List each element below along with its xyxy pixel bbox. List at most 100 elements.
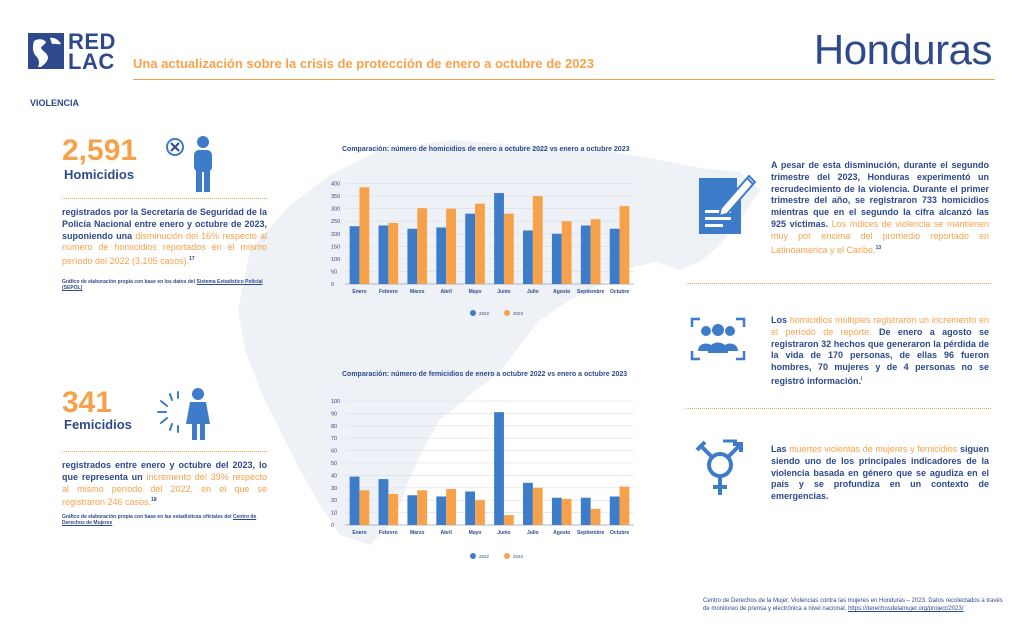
right-block-2-text-b: De enero a agosto se registraron 32 hech…: [771, 326, 989, 386]
x-tick-label: Octubre: [610, 530, 629, 536]
x-tick-label: Junio: [497, 530, 510, 536]
bar-2022-octubre: [609, 496, 620, 525]
x-tick-label: Enero: [352, 530, 366, 536]
header-divider: [133, 79, 995, 80]
femicides-footnote-ref: 18: [151, 497, 157, 504]
y-tick-label: 70: [331, 436, 337, 442]
right-block-2-ref: i: [861, 375, 863, 382]
bar-2023-septiembre: [590, 219, 601, 284]
right-block-2-text-a: Los: [771, 315, 790, 325]
bar-2022-abril: [436, 496, 447, 525]
legend-marker-2023: [504, 310, 510, 316]
femicides-text: registrados entre enero y octubre del 20…: [62, 460, 267, 482]
bar-2022-enero: [349, 226, 360, 284]
right-block-1-highlight: Los índices de violencia se mantienen mu…: [771, 218, 989, 255]
right-block-1: A pesar de esta disminución, durante el …: [771, 160, 989, 256]
x-tick-label: Agosto: [553, 289, 570, 295]
right-block-3-text-b: siguen siendo uno de los principales ind…: [771, 444, 989, 502]
country-title: Honduras: [813, 26, 993, 73]
bar-2023-abril: [446, 489, 456, 525]
bar-2023-agosto: [561, 221, 572, 284]
femicides-number: 341: [62, 386, 113, 419]
y-tick-label: 80: [331, 424, 337, 430]
homicides-divider: [62, 198, 267, 199]
right-block-2-highlight: homicidios múltiples registraron un incr…: [771, 315, 989, 337]
femicides-chart: 0 10 20 30 40 50 60 70 80 90 100 Enero Febrero Marzo A…: [331, 399, 634, 559]
bar-2022-julio: [523, 482, 533, 525]
legend-marker-2022: [470, 310, 476, 316]
right-block-3-highlight: muertes violentas de mujeres y femicidio…: [789, 444, 958, 454]
footnote-link[interactable]: https://derechosdelamujer.org/project/20…: [848, 606, 964, 612]
logo-text-red: RED: [68, 29, 116, 54]
gender-symbol-icon: [695, 439, 743, 495]
x-tick-label: Julio: [527, 289, 539, 295]
woman-icon: [157, 388, 210, 440]
homicides-chart: 0 50 100 150 200 250 300 350 400 Enero Febrero Marz…: [331, 182, 634, 316]
femicides-label: Femicidios: [64, 417, 132, 432]
right-block-3: Las muertes violentas de mujeres y femic…: [771, 444, 989, 503]
right-divider-1: [686, 283, 991, 284]
femicides-chart-title: Comparación: número de femicidios de ene…: [342, 371, 628, 378]
x-tick-label: Febrero: [379, 289, 398, 295]
x-tick-label: Abril: [440, 289, 452, 295]
legend-marker-2023: [504, 553, 510, 559]
femicides-note-text: Gráfico de elaboración propia con base e…: [62, 514, 233, 520]
sepol-link[interactable]: Sistema Estadístico Policial (SEPOL): [62, 279, 263, 291]
homicides-note-text: Gráfico de elaboración propia con base e…: [62, 279, 197, 285]
bar-2022-junio: [494, 412, 504, 525]
x-tick-label: Enero: [352, 289, 366, 295]
bar-2022-julio: [523, 230, 533, 284]
x-tick-label: Marzo: [410, 289, 424, 295]
x-tick-label: Septiembre: [577, 530, 604, 536]
x-tick-label: Mayo: [469, 530, 482, 536]
y-tick-label: 20: [331, 498, 337, 504]
y-tick-label: 10: [331, 511, 337, 517]
bar-2022-febrero: [378, 479, 389, 525]
femicides-source-note: Gráfico de elaboración propia con base e…: [62, 514, 272, 526]
bar-2023-julio: [532, 487, 543, 525]
bar-2023-agosto: [561, 498, 572, 525]
bar-2023-octubre: [619, 486, 630, 525]
homicides-highlight: disminución del 16% respecto al número d…: [62, 230, 267, 267]
x-tick-label: Junio: [497, 289, 510, 295]
redlac-logo: RED LAC: [28, 29, 128, 74]
cdm-link[interactable]: Centro de Derechos de Mujeres: [62, 514, 257, 526]
x-tick-label: Marzo: [410, 530, 424, 536]
femicides-description: registrados entre enero y octubre del 20…: [62, 460, 267, 509]
globe-logo-icon: [28, 33, 64, 69]
bar-2022-septiembre: [580, 497, 591, 525]
y-tick-label: 250: [331, 219, 340, 225]
person-x-icon: [166, 136, 212, 192]
right-block-2: Los homicidios múltiples registraron un …: [771, 315, 989, 388]
y-tick-label: 0: [331, 523, 334, 529]
bar-2023-mayo: [475, 203, 485, 284]
right-block-1-ref: 13: [875, 244, 882, 251]
y-tick-label: 50: [331, 461, 337, 467]
homicides-source-note: Gráfico de elaboración propia con base e…: [62, 279, 272, 291]
legend-label-2023: 2023: [513, 311, 524, 316]
footnote: Centro de Derechos de la Mujer. Violenci…: [703, 597, 1003, 613]
bar-2023-marzo: [417, 490, 428, 525]
y-tick-label: 150: [331, 244, 340, 250]
bar-2023-junio: [503, 213, 514, 284]
y-tick-label: 400: [331, 182, 340, 188]
bar-2022-marzo: [407, 495, 418, 525]
y-tick-label: 350: [331, 194, 340, 200]
bar-2022-mayo: [465, 213, 476, 284]
bar-2022-enero: [349, 476, 360, 525]
bar-2023-febrero: [388, 494, 399, 525]
bar-2023-enero: [359, 490, 370, 525]
bar-2023-junio: [503, 515, 514, 525]
femicides-highlight: incremento del 39% respecto al mismo per…: [62, 471, 267, 508]
bar-2023-febrero: [388, 222, 399, 284]
bar-2023-marzo: [417, 208, 428, 284]
footnote-text: Centro de Derechos de la Mujer. Violenci…: [703, 598, 1003, 612]
logo-text-lac: LAC: [68, 49, 115, 74]
bar-2022-agosto: [551, 233, 562, 284]
x-tick-label: Mayo: [469, 289, 482, 295]
bar-2023-enero: [359, 187, 370, 284]
bar-2022-marzo: [407, 228, 418, 284]
legend-label-2022: 2022: [479, 554, 490, 559]
y-tick-label: 100: [331, 257, 340, 263]
bar-2023-abril: [446, 208, 456, 284]
